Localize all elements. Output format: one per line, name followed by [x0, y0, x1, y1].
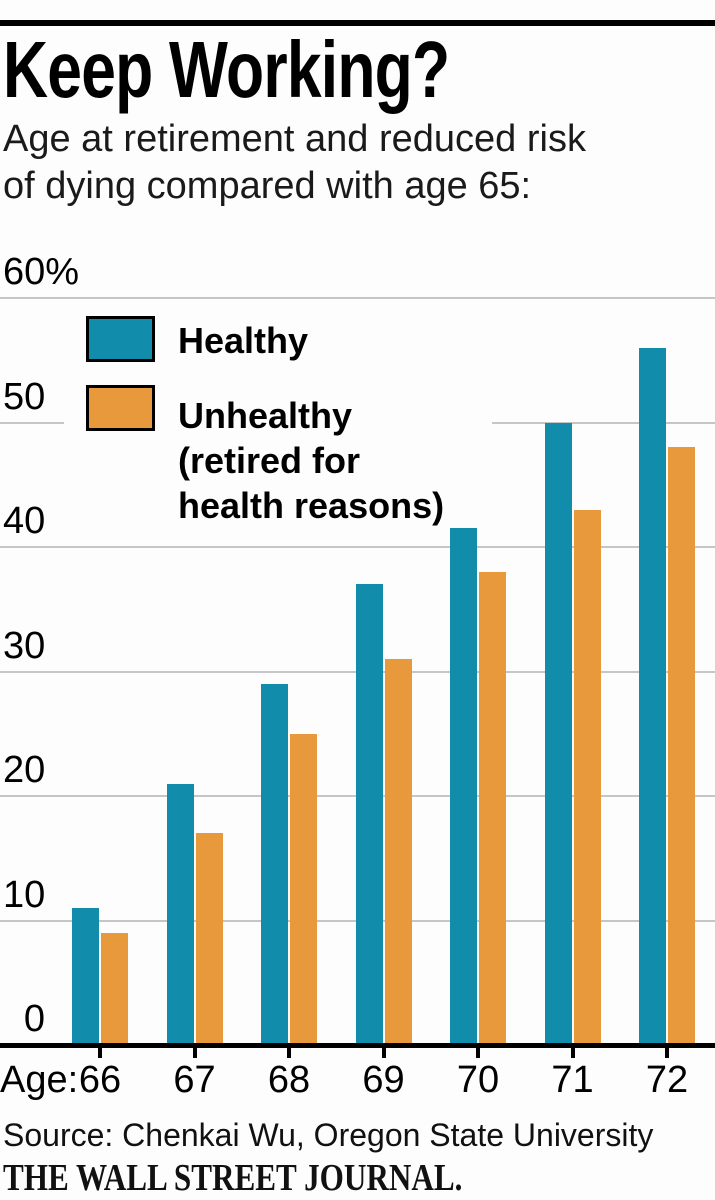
y-axis-label-40: 40	[3, 500, 46, 542]
bar-unhealthy-67	[195, 833, 223, 1045]
bar-unhealthy-71	[573, 509, 601, 1045]
gridline-40	[0, 546, 715, 548]
bar-healthy-66	[72, 908, 99, 1045]
legend-swatch-unhealthy	[86, 385, 155, 431]
bar-healthy-68	[261, 683, 288, 1045]
x-axis-tick-71	[570, 1048, 575, 1058]
bar-healthy-67	[166, 783, 194, 1045]
bar-healthy-70	[450, 497, 477, 1045]
bar-unhealthy-68	[290, 733, 317, 1045]
bar-unhealthy-72	[668, 447, 695, 1045]
chart-subtitle: Age at retirement and reduced risk of dy…	[3, 118, 586, 207]
y-axis-label-10: 10	[3, 873, 46, 916]
wsj-masthead: THE WALL STREET JOURNAL.	[3, 1157, 463, 1199]
x-axis-label-72: 72	[645, 1059, 689, 1101]
x-axis-label-66: 66	[78, 1059, 122, 1101]
y-axis-label-50: 50	[3, 375, 46, 418]
bar-unhealthy-69	[384, 659, 412, 1045]
x-axis-label-67: 67	[173, 1059, 216, 1101]
x-axis-tick-66	[98, 1048, 102, 1058]
x-axis-label-68: 68	[267, 1059, 311, 1101]
y-axis-label-30: 30	[3, 624, 46, 667]
bar-healthy-69	[355, 584, 383, 1045]
bar-unhealthy-66	[101, 932, 128, 1045]
x-axis-label-70: 70	[456, 1059, 500, 1101]
legend-label-unhealthy: Unhealthy (retired for health reasons)	[178, 395, 445, 526]
y-axis-label-20: 20	[3, 749, 46, 791]
x-axis-tick-70	[476, 1048, 480, 1058]
chart-title: Keep Working?	[3, 25, 450, 114]
y-axis-label-0: 0	[23, 998, 45, 1040]
x-axis-label-69: 69	[362, 1059, 405, 1101]
x-axis-label-71: 71	[551, 1059, 594, 1101]
bar-unhealthy-70	[479, 571, 506, 1045]
bar-healthy-72	[639, 347, 666, 1045]
x-axis-tick-67	[192, 1048, 197, 1058]
y-axis-label-60: 60%	[3, 251, 80, 293]
legend-swatch-healthy	[86, 316, 155, 362]
x-axis-tick-69	[381, 1048, 386, 1058]
gridline-60	[0, 297, 715, 299]
x-axis-line	[0, 1043, 715, 1048]
bar-healthy-71	[544, 422, 572, 1045]
x-axis-prefix: Age:	[0, 1059, 79, 1101]
top-rule	[0, 20, 715, 26]
x-axis-tick-72	[665, 1048, 669, 1058]
source-note: Source: Chenkai Wu, Oregon State Univers…	[3, 1117, 654, 1153]
x-axis-tick-68	[287, 1048, 291, 1058]
legend-label-healthy: Healthy	[178, 320, 309, 361]
